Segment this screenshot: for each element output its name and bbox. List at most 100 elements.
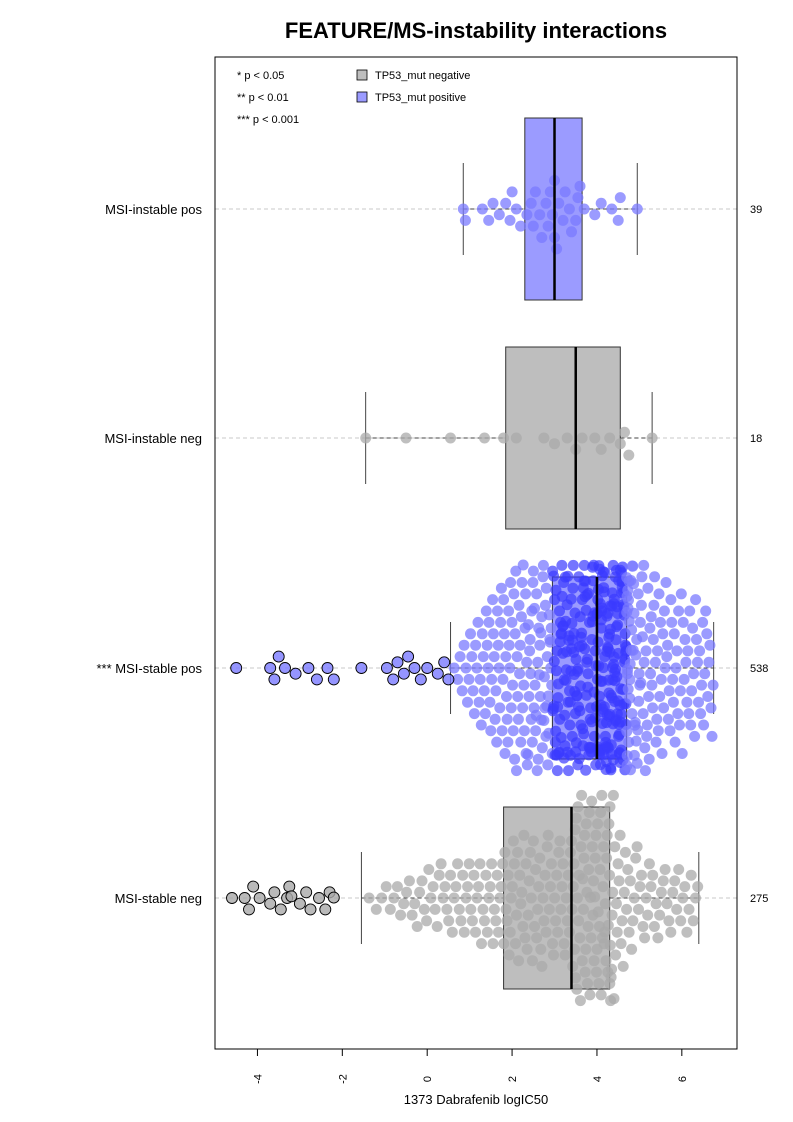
data-point: [497, 673, 509, 685]
data-point: [706, 730, 718, 742]
group-label: MSI-stable neg: [115, 891, 202, 906]
data-point: [492, 605, 503, 617]
data-point: [556, 590, 568, 602]
outlier-point: [397, 667, 410, 680]
data-point: [516, 886, 528, 898]
data-point: [565, 593, 577, 605]
data-point: [615, 938, 627, 950]
count-label: 18: [750, 433, 762, 445]
data-point: [648, 599, 660, 611]
data-point: [574, 705, 586, 717]
data-point: [557, 214, 569, 226]
data-point: [462, 881, 474, 893]
data-point: [482, 662, 494, 674]
data-point: [514, 639, 526, 651]
data-point: [473, 696, 485, 708]
significance-legend-1: * p < 0.05: [237, 70, 284, 82]
data-point: [540, 197, 552, 209]
data-point: [624, 658, 636, 670]
data-point: [477, 651, 489, 663]
data-point: [570, 214, 582, 226]
data-point: [652, 932, 664, 944]
data-point: [537, 559, 549, 571]
data-point: [563, 765, 574, 777]
data-point: [699, 668, 711, 680]
data-point: [537, 571, 549, 583]
data-point: [593, 978, 605, 989]
data-point: [591, 966, 602, 978]
data-point: [677, 892, 689, 904]
data-point: [521, 759, 533, 771]
data-point: [470, 926, 481, 938]
data-point: [524, 645, 536, 657]
data-point: [585, 932, 597, 944]
data-point: [700, 605, 712, 617]
data-point: [698, 719, 710, 731]
data-point: [679, 881, 691, 893]
data-point: [598, 586, 610, 598]
data-point: [448, 662, 460, 674]
data-point: [493, 209, 505, 221]
data-point: [452, 858, 464, 870]
data-point: [677, 616, 689, 628]
data-point: [502, 869, 514, 881]
data-point: [612, 858, 624, 870]
data-point: [580, 764, 592, 776]
data-point: [658, 702, 670, 714]
data-point: [531, 588, 543, 600]
data-point: [504, 662, 516, 674]
outlier-point: [355, 662, 368, 674]
data-point: [606, 909, 618, 921]
data-point: [510, 938, 521, 950]
data-point: [433, 869, 445, 881]
data-point: [501, 713, 513, 725]
data-point: [571, 892, 583, 904]
group-label: *** MSI-stable pos: [97, 661, 203, 676]
outlier-point: [268, 673, 281, 686]
data-point: [527, 220, 539, 232]
data-point: [500, 903, 512, 915]
data-point: [511, 765, 522, 777]
data-point: [509, 753, 521, 765]
x-tick-label: -2: [337, 1074, 349, 1084]
data-point: [663, 685, 675, 697]
data-point: [590, 829, 602, 841]
data-point: [633, 668, 645, 680]
data-point: [472, 616, 484, 628]
data-point: [632, 724, 644, 736]
data-point: [503, 949, 515, 961]
data-point: [582, 653, 593, 665]
data-point: [423, 864, 435, 875]
x-tick-label: 6: [677, 1076, 689, 1082]
data-point: [636, 571, 648, 583]
data-point: [664, 725, 676, 737]
data-point: [452, 673, 464, 685]
data-point: [484, 696, 496, 708]
significance-legend-3: *** p < 0.001: [237, 114, 299, 126]
data-point: [638, 559, 650, 571]
data-point: [604, 869, 615, 881]
data-point: [619, 426, 630, 438]
data-point: [551, 243, 563, 255]
data-point: [486, 858, 498, 870]
data-point: [659, 864, 671, 875]
data-point: [479, 432, 490, 444]
data-point: [508, 858, 520, 870]
outlier-point: [387, 673, 400, 686]
data-point: [645, 611, 657, 623]
data-point: [542, 759, 554, 771]
data-point: [624, 674, 636, 686]
outlier-point: [438, 656, 451, 669]
data-point: [573, 915, 585, 927]
data-point: [522, 619, 534, 631]
data-point: [685, 719, 697, 731]
data-point: [604, 432, 616, 444]
data-point: [697, 616, 709, 628]
data-point: [510, 565, 522, 577]
data-point: [647, 869, 659, 881]
data-point: [589, 852, 601, 864]
data-point: [494, 702, 506, 714]
plot-frame: [214, 56, 738, 1050]
data-point: [556, 559, 568, 571]
data-point: [617, 960, 629, 972]
